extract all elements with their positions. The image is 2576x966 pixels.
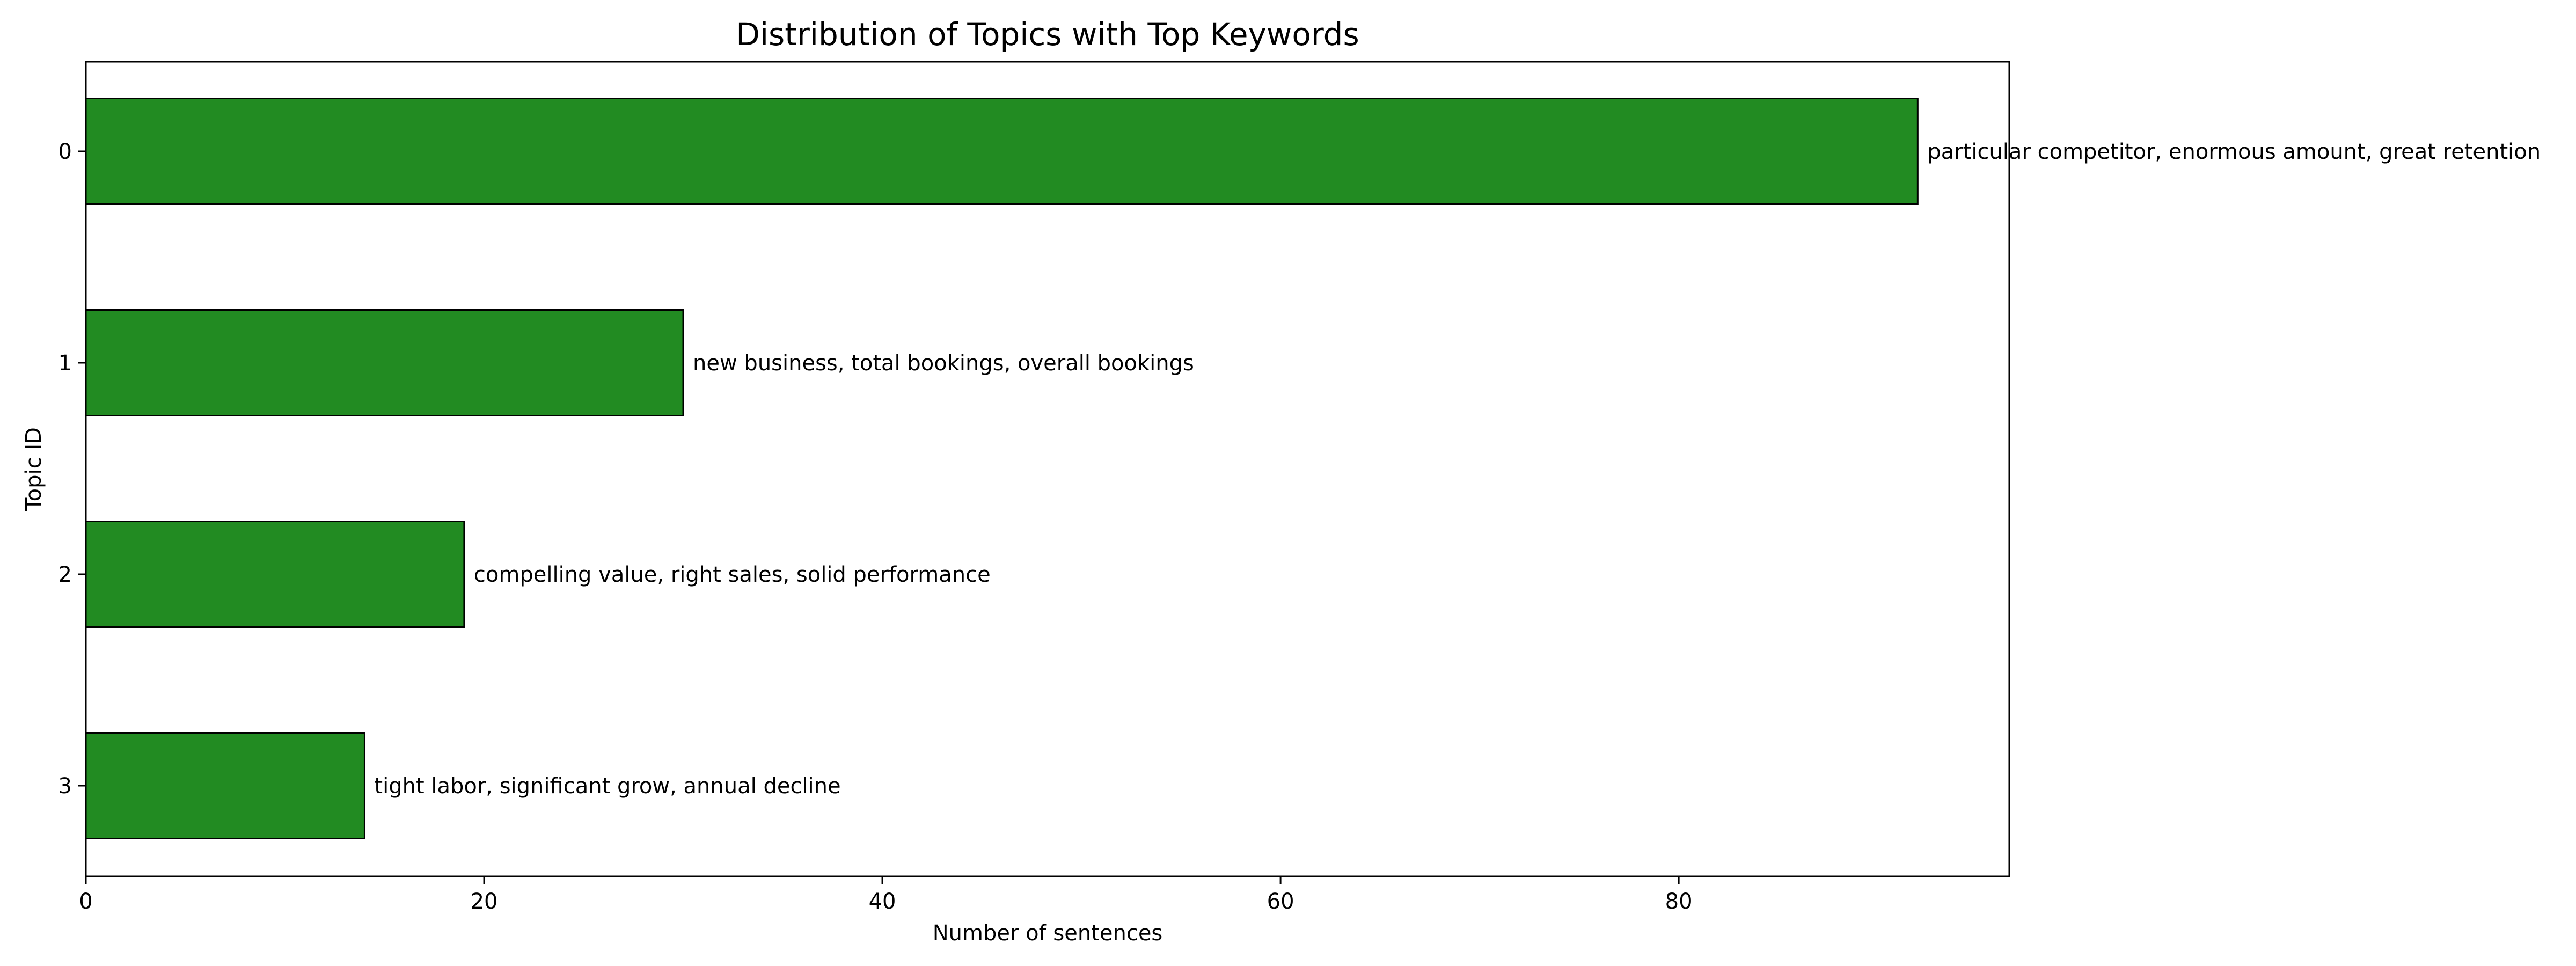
bar-topic-1 xyxy=(85,309,684,416)
bar-topic-2 xyxy=(85,521,465,628)
y-tick-label: 2 xyxy=(58,562,72,587)
plot-frame xyxy=(85,61,2010,877)
bar-label-topic-1: new business, total bookings, overall bo… xyxy=(693,351,1194,376)
x-tick-label: 80 xyxy=(1665,889,1693,914)
x-tick-label: 0 xyxy=(79,889,92,914)
y-axis-ticks: 0 1 2 3 xyxy=(58,140,86,799)
bars-group xyxy=(85,98,1919,839)
chart-title: Distribution of Topics with Top Keywords xyxy=(736,16,1359,53)
y-tick-label: 0 xyxy=(58,140,72,164)
bar-label-topic-2: compelling value, right sales, solid per… xyxy=(474,562,991,587)
x-axis-label: Number of sentences xyxy=(933,921,1163,946)
bar-label-topic-3: tight labor, significant grow, annual de… xyxy=(374,774,840,799)
x-tick-label: 20 xyxy=(471,889,498,914)
y-axis-label: Topic ID xyxy=(21,427,46,511)
x-axis-ticks: 0 20 40 60 80 xyxy=(79,876,1693,914)
bar-label-topic-0: particular competitor, enormous amount, … xyxy=(1927,140,2541,164)
x-tick-label: 40 xyxy=(869,889,896,914)
bar-topic-0 xyxy=(85,98,1919,205)
y-tick-label: 3 xyxy=(58,774,72,799)
bar-labels-group: particular competitor, enormous amount, … xyxy=(374,140,2541,799)
bar-topic-3 xyxy=(85,732,365,839)
x-tick-label: 60 xyxy=(1267,889,1294,914)
y-tick-label: 1 xyxy=(58,351,72,376)
